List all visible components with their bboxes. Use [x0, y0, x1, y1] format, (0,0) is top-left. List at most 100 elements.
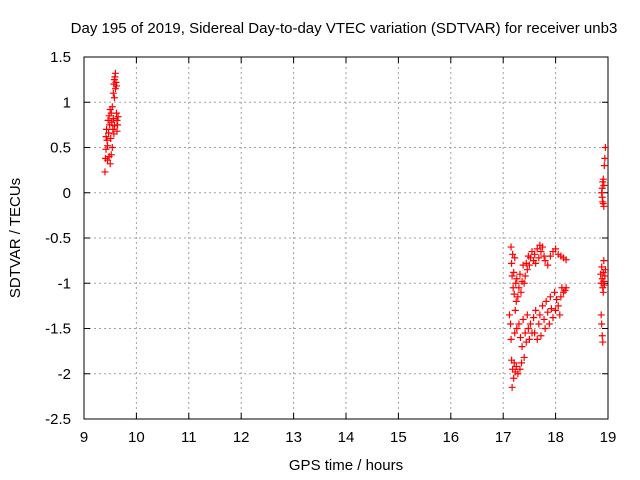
y-axis-ticks: 1.5 1 0.5 0 -0.5 -1 -1.5 -2 -2.5 [45, 49, 608, 428]
y-tick-label: 1.5 [50, 49, 71, 66]
data-point [519, 261, 527, 269]
data-point [514, 370, 522, 378]
data-point [598, 263, 606, 271]
data-point [552, 245, 560, 253]
data-point [556, 311, 564, 319]
x-tick-label: 9 [80, 429, 88, 446]
data-point [562, 284, 570, 292]
data-point [507, 320, 515, 328]
data-point [600, 162, 608, 170]
data-point [520, 279, 528, 287]
data-point [531, 329, 539, 337]
data-point [108, 144, 116, 151]
data-point [547, 305, 555, 313]
data-point [541, 257, 549, 265]
data-point [113, 127, 121, 135]
data-point [510, 290, 518, 298]
data-point [598, 332, 606, 340]
data-point [513, 325, 521, 332]
data-point [510, 268, 518, 276]
grid [84, 57, 608, 419]
data-point [508, 383, 516, 391]
data-point [562, 256, 570, 264]
x-tick-label: 11 [181, 429, 197, 446]
data-point [537, 248, 545, 256]
data-point [510, 359, 518, 367]
data-point [518, 343, 526, 351]
data-point [601, 272, 609, 280]
data-point [509, 250, 517, 258]
data-point [512, 279, 520, 287]
data-point [508, 259, 516, 267]
data-point [600, 281, 608, 289]
x-tick-label: 18 [547, 429, 564, 446]
data-point [544, 261, 552, 269]
data-point [521, 329, 529, 337]
data-point [102, 145, 110, 153]
data-point [518, 359, 526, 367]
data-point [103, 125, 111, 133]
data-point [554, 302, 562, 310]
data-point [510, 374, 518, 382]
data-point [515, 320, 523, 328]
data-point [597, 311, 605, 319]
data-point [600, 182, 608, 190]
data-point [600, 257, 608, 265]
x-tick-label: 17 [495, 429, 512, 446]
data-point [524, 325, 532, 332]
data-point [511, 254, 519, 262]
x-tick-label: 16 [442, 429, 459, 446]
data-point [101, 168, 109, 176]
data-point [114, 121, 122, 129]
x-tick-label: 13 [285, 429, 302, 446]
data-point [107, 134, 115, 142]
data-point [552, 306, 560, 314]
data-point [112, 109, 120, 117]
data-point [109, 89, 117, 97]
data-point [546, 252, 554, 260]
data-point [508, 272, 516, 280]
data-point [601, 144, 609, 151]
x-axis-label: GPS time / hours [289, 457, 403, 474]
data-point [516, 365, 524, 373]
data-point [535, 320, 543, 328]
data-point [523, 311, 531, 319]
data-point [542, 297, 550, 305]
y-tick-label: -1 [58, 275, 71, 292]
data-point [535, 254, 543, 262]
data-point [110, 122, 118, 130]
data-point [104, 142, 112, 150]
data-point [112, 82, 120, 90]
x-tick-label: 15 [390, 429, 407, 446]
data-point [108, 103, 116, 111]
data-point [541, 325, 549, 332]
data-point [523, 266, 531, 274]
data-point [544, 308, 552, 316]
data-point [525, 261, 533, 269]
y-axis-label: SDTVAR / TECUs [7, 178, 24, 298]
data-point [553, 296, 561, 304]
data-point [513, 275, 521, 283]
data-point [545, 320, 553, 328]
data-point [522, 259, 530, 267]
chart-title: Day 195 of 2019, Sidereal Day-to-day VTE… [71, 20, 618, 37]
y-tick-label: 1 [63, 94, 71, 111]
data-point [532, 259, 540, 267]
data-point [551, 288, 559, 296]
data-point [532, 306, 540, 314]
data-point [600, 202, 608, 210]
data-point [109, 125, 117, 133]
y-tick-label: 0.5 [50, 140, 71, 157]
data-point [512, 297, 520, 305]
data-point [105, 129, 113, 137]
data-point [537, 332, 545, 340]
data-point [110, 94, 118, 102]
data-point [539, 243, 546, 251]
data-point [599, 175, 607, 183]
data-point [601, 266, 609, 274]
data-point [109, 115, 117, 123]
data-point [531, 250, 539, 258]
data-point [507, 243, 515, 251]
data-point [516, 334, 524, 342]
data-point [515, 284, 523, 292]
